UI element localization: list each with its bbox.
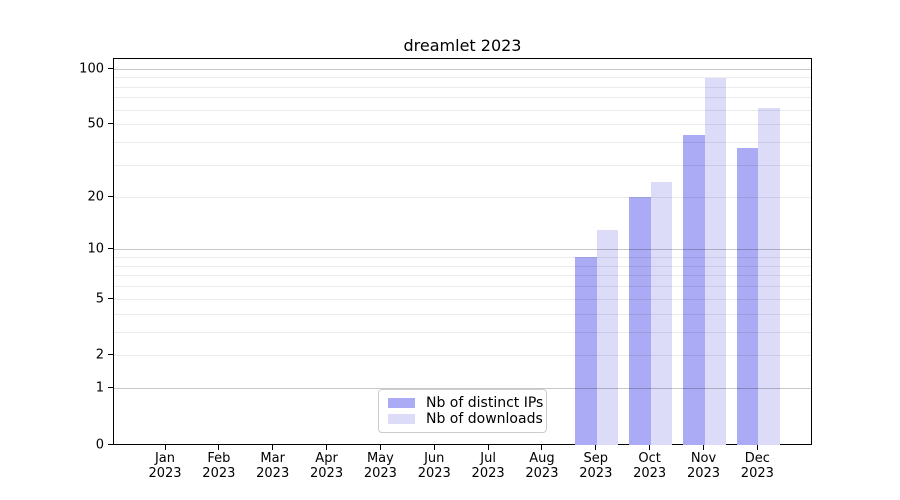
y-tick-mark <box>108 195 113 197</box>
y-tick-mark <box>108 387 113 389</box>
x-tick-mark <box>487 445 489 450</box>
x-tick-mark <box>218 445 220 450</box>
x-tick-month: Feb <box>207 451 231 466</box>
bar-distinct-ips-oct <box>629 196 651 445</box>
bar-downloads-dec <box>758 108 780 445</box>
x-tick-year: 2023 <box>310 466 344 481</box>
x-tick-label-aug: Aug 2023 <box>510 451 574 481</box>
x-tick-year: 2023 <box>740 466 774 481</box>
y-tick-mark <box>108 354 113 356</box>
bar-distinct-ips-dec <box>736 148 759 445</box>
y-tick-label: 20 <box>87 189 104 205</box>
x-tick-month: Oct <box>638 451 661 466</box>
distinct-ips-swatch-icon <box>388 398 415 408</box>
x-tick-label-dec: Dec 2023 <box>725 451 789 481</box>
x-tick-mark <box>756 445 758 450</box>
x-tick-month: Jun <box>424 451 445 466</box>
x-tick-mark <box>164 445 166 450</box>
x-tick-month: Jan <box>154 451 176 466</box>
x-tick-label-oct: Oct 2023 <box>618 451 682 481</box>
legend: Nb of distinct IPs Nb of downloads <box>378 389 547 433</box>
x-tick-mark <box>649 445 651 450</box>
y-tick-label: 5 <box>95 291 104 307</box>
x-tick-year: 2023 <box>202 466 236 481</box>
x-tick-label-jul: Jul 2023 <box>456 451 520 481</box>
legend-row-distinct-ips: Nb of distinct IPs <box>388 395 543 411</box>
x-tick-mark <box>433 445 435 450</box>
x-tick-label-jan: Jan 2023 <box>133 451 197 481</box>
x-tick-month: Apr <box>315 451 338 466</box>
y-tick-mark <box>108 444 113 445</box>
gridline <box>114 68 811 70</box>
y-tick-mark <box>108 297 113 299</box>
y-tick-label: 0 <box>95 437 104 453</box>
x-tick-mark <box>379 445 381 450</box>
y-tick-label: 1 <box>95 380 104 396</box>
x-tick-mark <box>703 445 704 450</box>
x-tick-year: 2023 <box>579 466 613 481</box>
legend-row-downloads: Nb of downloads <box>388 411 543 427</box>
bar-distinct-ips-nov <box>683 134 705 445</box>
x-tick-month: Sep <box>583 451 609 466</box>
x-tick-year: 2023 <box>417 466 451 481</box>
x-tick-month: Mar <box>260 451 285 466</box>
x-tick-year: 2023 <box>363 466 397 481</box>
y-tick-mark <box>108 67 113 69</box>
x-tick-year: 2023 <box>525 466 559 481</box>
x-tick-mark <box>326 445 328 450</box>
x-tick-mark <box>272 445 274 450</box>
legend-label-distinct-ips: Nb of distinct IPs <box>426 395 544 411</box>
x-tick-month: Nov <box>690 451 717 466</box>
x-tick-year: 2023 <box>148 466 182 481</box>
bar-downloads-sep <box>596 229 619 445</box>
x-tick-label-feb: Feb 2023 <box>187 451 251 481</box>
x-tick-label-may: May 2023 <box>348 451 412 481</box>
y-tick-mark <box>108 248 113 250</box>
x-tick-year: 2023 <box>633 466 667 481</box>
x-tick-label-sep: Sep 2023 <box>564 451 628 481</box>
y-tick-label: 10 <box>87 241 104 257</box>
x-tick-month: Aug <box>529 451 555 466</box>
x-tick-label-jun: Jun 2023 <box>402 451 466 481</box>
x-tick-year: 2023 <box>256 466 290 481</box>
x-tick-month: May <box>366 451 394 466</box>
x-tick-month: Jul <box>480 451 496 466</box>
x-tick-label-apr: Apr 2023 <box>295 451 359 481</box>
x-tick-mark <box>595 445 597 450</box>
bar-downloads-oct <box>650 182 673 445</box>
y-tick-label: 2 <box>95 347 104 363</box>
x-tick-month: Dec <box>744 451 770 466</box>
y-tick-mark <box>108 123 113 125</box>
x-tick-mark <box>541 445 543 450</box>
downloads-swatch-icon <box>388 414 415 424</box>
legend-label-downloads: Nb of downloads <box>426 411 543 427</box>
x-tick-year: 2023 <box>471 466 505 481</box>
y-tick-label: 50 <box>87 116 104 132</box>
x-tick-year: 2023 <box>686 466 721 481</box>
x-tick-label-nov: Nov 2023 <box>672 451 736 481</box>
bar-distinct-ips-sep <box>575 257 597 445</box>
chart-title: dreamlet 2023 <box>403 36 522 55</box>
y-tick-label: 100 <box>79 61 104 77</box>
plot-area <box>113 58 812 445</box>
bar-downloads-nov <box>704 77 726 445</box>
x-tick-label-mar: Mar 2023 <box>241 451 305 481</box>
